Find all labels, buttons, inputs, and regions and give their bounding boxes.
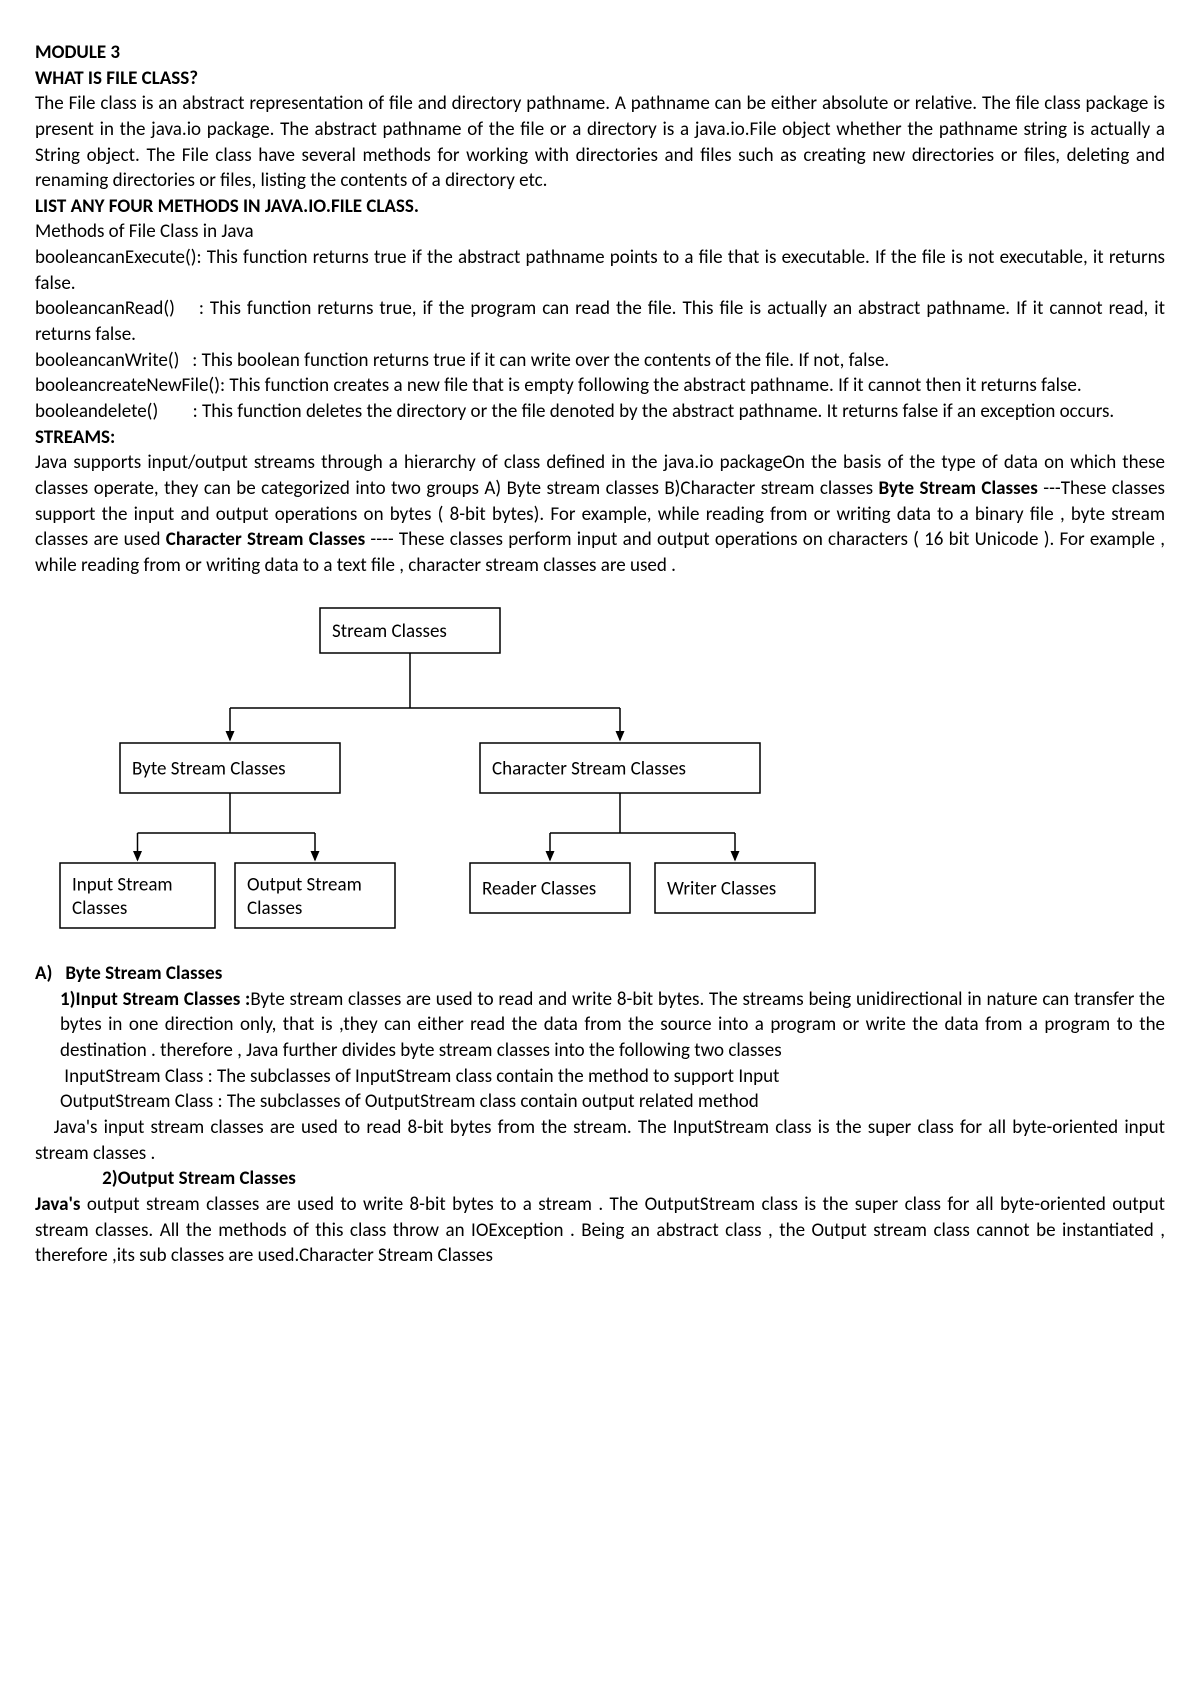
svg-text:Classes: Classes xyxy=(72,897,127,920)
text-methods-intro: Methods of File Class in Java xyxy=(35,219,1165,245)
method-canwrite: booleancanWrite() : This boolean functio… xyxy=(35,348,1165,374)
streams-bold-byte: Byte Stream Classes xyxy=(879,477,1044,500)
diagram-svg: Stream Classes Byte Stream Classes Charact… xyxy=(35,598,915,938)
heading-streams: STREAMS: xyxy=(35,425,1165,451)
heading-file-class: WHAT IS FILE CLASS? xyxy=(35,66,1165,92)
svg-text:Reader Classes: Reader Classes xyxy=(482,878,596,901)
text-inputstream-class: InputStream Class : The subclasses of In… xyxy=(60,1064,1165,1090)
paragraph-streams: Java supports input/output streams throu… xyxy=(35,450,1165,578)
text-outputstream-class: OutputStream Class : The subclasses of O… xyxy=(60,1089,1165,1115)
svg-text:Classes: Classes xyxy=(247,897,302,920)
paragraph-output-stream: Java's output stream classes are used to… xyxy=(35,1192,1165,1269)
heading-methods: LIST ANY FOUR METHODS IN JAVA.IO.FILE CL… xyxy=(35,194,1165,220)
svg-text:Byte Stream Classes: Byte Stream Classes xyxy=(132,758,286,781)
heading-output-stream: 2)Output Stream Classes xyxy=(85,1166,1165,1192)
module-title: MODULE 3 xyxy=(35,40,1165,66)
method-canread: booleancanRead() : This function returns… xyxy=(35,296,1165,347)
method-canexecute: booleancanExecute(): This function retur… xyxy=(35,245,1165,296)
svg-text:Output Stream: Output Stream xyxy=(247,874,362,897)
streams-bold-char: Character Stream Classes xyxy=(166,528,371,551)
stream-classes-diagram: Stream Classes Byte Stream Classes Charact… xyxy=(35,598,1165,946)
paragraph-input-stream: 1)Input Stream Classes :Byte stream clas… xyxy=(60,987,1165,1064)
paragraph-file-class: The File class is an abstract representa… xyxy=(35,91,1165,194)
svg-text:Input Stream: Input Stream xyxy=(72,874,173,897)
output-stream-text: output stream classes are used to write … xyxy=(35,1193,1165,1267)
text-input-stream-desc: Java's input stream classes are used to … xyxy=(35,1115,1165,1166)
input-stream-heading: 1)Input Stream Classes : xyxy=(60,988,250,1011)
output-stream-bold: Java's xyxy=(35,1193,81,1216)
svg-text:Stream Classes: Stream Classes xyxy=(332,621,447,644)
svg-text:Character Stream Classes: Character Stream Classes xyxy=(492,758,686,781)
method-delete: booleandelete() : This function deletes … xyxy=(35,399,1165,425)
svg-text:Writer Classes: Writer Classes xyxy=(667,878,776,901)
method-createnewfile: booleancreateNewFile(): This function cr… xyxy=(35,373,1165,399)
heading-byte-stream: A) Byte Stream Classes xyxy=(35,961,1165,987)
